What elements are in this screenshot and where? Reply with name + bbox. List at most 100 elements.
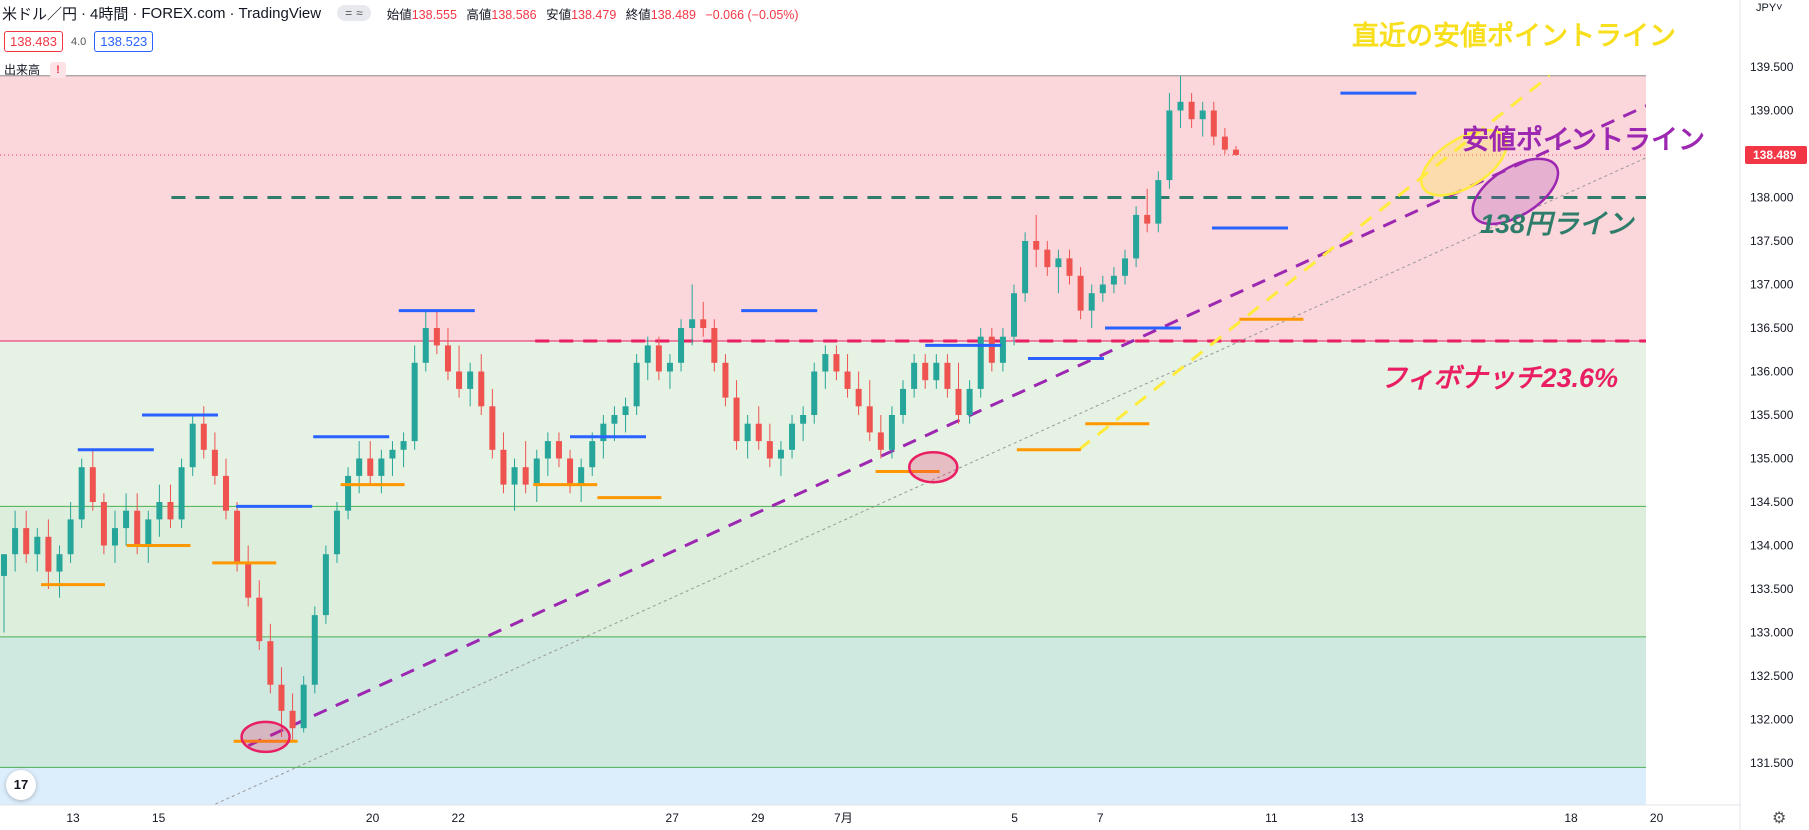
- candle: [145, 510, 152, 563]
- candle-body: [555, 441, 562, 459]
- candle-body: [644, 345, 651, 363]
- volume-legend: 出来高 !: [4, 61, 67, 78]
- x-tick-label: 5: [1011, 811, 1018, 825]
- symbol-name[interactable]: 米ドル／円: [2, 5, 78, 23]
- candle: [1210, 101, 1217, 146]
- candle: [855, 371, 862, 415]
- candle-body: [111, 528, 118, 546]
- candle: [89, 449, 96, 511]
- candle-body: [1110, 275, 1117, 285]
- y-tick-label: 133.000: [1750, 626, 1794, 640]
- candle: [300, 676, 307, 733]
- x-tick-label: 18: [1564, 811, 1578, 825]
- candle: [678, 319, 685, 372]
- candle-body: [433, 328, 440, 346]
- highlight-ellipses: [240, 128, 1560, 754]
- candle-body: [222, 475, 229, 511]
- candle: [433, 310, 440, 355]
- candle-body: [611, 415, 618, 424]
- y-tick-label: 137.000: [1750, 278, 1794, 292]
- annotation-recent-support: 直近の安値ポイントライン: [1352, 21, 1676, 51]
- minus-icon[interactable]: =: [345, 6, 353, 20]
- candle-body: [1066, 258, 1073, 276]
- y-tick-label: 133.500: [1750, 582, 1794, 596]
- candle-body: [888, 415, 895, 450]
- open-value: 138.555: [411, 7, 457, 22]
- timeframe[interactable]: 4時間: [90, 5, 129, 23]
- buy-button[interactable]: 138.523: [94, 31, 154, 52]
- candle: [866, 380, 873, 442]
- candle-body: [655, 345, 662, 372]
- candle-body: [1210, 110, 1217, 137]
- warning-icon[interactable]: !: [50, 61, 67, 78]
- candle-body: [822, 354, 829, 372]
- candle-body: [211, 449, 218, 476]
- candle-body: [322, 554, 329, 616]
- candle-body: [100, 502, 107, 546]
- candle-body: [444, 345, 451, 372]
- sell-button[interactable]: 138.483: [4, 31, 63, 52]
- highlight-ellipse: [1471, 157, 1560, 226]
- candle-body: [1221, 136, 1228, 150]
- candle: [289, 693, 296, 742]
- candle-body: [478, 371, 485, 407]
- candle: [655, 336, 662, 381]
- candle: [1077, 267, 1084, 320]
- candle: [1011, 284, 1018, 346]
- candle-body: [178, 467, 185, 520]
- candle: [622, 397, 629, 433]
- indicator-pill[interactable]: = ≈: [337, 5, 371, 21]
- candle: [234, 502, 241, 572]
- annotation-138-yen: 138円ライン: [1480, 209, 1634, 239]
- approx-icon[interactable]: ≈: [356, 6, 363, 20]
- candle-body: [811, 371, 818, 415]
- candle: [345, 467, 352, 520]
- candle-body: [356, 458, 363, 476]
- x-tick-label: 15: [152, 811, 166, 825]
- currency-selector[interactable]: JPY˅: [1756, 2, 1783, 14]
- gear-icon[interactable]: ⚙: [1772, 810, 1787, 827]
- candle: [522, 441, 529, 494]
- candle-body: [877, 432, 884, 450]
- volume-label[interactable]: 出来高: [4, 63, 41, 77]
- candle-body: [123, 510, 130, 529]
- candle: [178, 458, 185, 529]
- candle-body: [134, 510, 141, 546]
- candle-body: [722, 362, 729, 398]
- x-tick-label: 13: [66, 811, 80, 825]
- candle: [911, 354, 918, 398]
- candle: [1221, 127, 1228, 154]
- candle-body: [755, 423, 762, 442]
- candle: [1177, 75, 1184, 128]
- candle-body: [289, 710, 296, 729]
- candle: [444, 328, 451, 381]
- candle-body: [78, 467, 85, 520]
- candle-body: [833, 354, 840, 372]
- candle: [966, 380, 973, 424]
- candle: [1122, 249, 1129, 285]
- candle-body: [844, 371, 851, 389]
- highlight-ellipse: [1420, 128, 1508, 197]
- y-tick-label: 134.000: [1750, 539, 1794, 553]
- candle-body: [245, 562, 252, 598]
- candle: [1066, 249, 1073, 285]
- candle-body: [400, 441, 407, 450]
- candle-body: [1133, 214, 1140, 259]
- candle: [123, 493, 130, 546]
- candle-body: [578, 467, 585, 485]
- candle: [922, 354, 929, 389]
- trade-row: 138.483 4.0 138.523: [4, 31, 154, 52]
- candle-body: [23, 528, 30, 555]
- candle-body: [34, 536, 41, 555]
- candle: [733, 380, 740, 450]
- candle: [555, 432, 562, 468]
- candle: [422, 310, 429, 372]
- candle: [367, 441, 374, 485]
- tradingview-logo[interactable]: 17: [6, 770, 36, 800]
- swing-marks: [41, 91, 1417, 743]
- candle-body: [922, 362, 929, 381]
- candle-body: [866, 406, 873, 433]
- candle-body: [733, 397, 740, 442]
- candle: [633, 354, 640, 415]
